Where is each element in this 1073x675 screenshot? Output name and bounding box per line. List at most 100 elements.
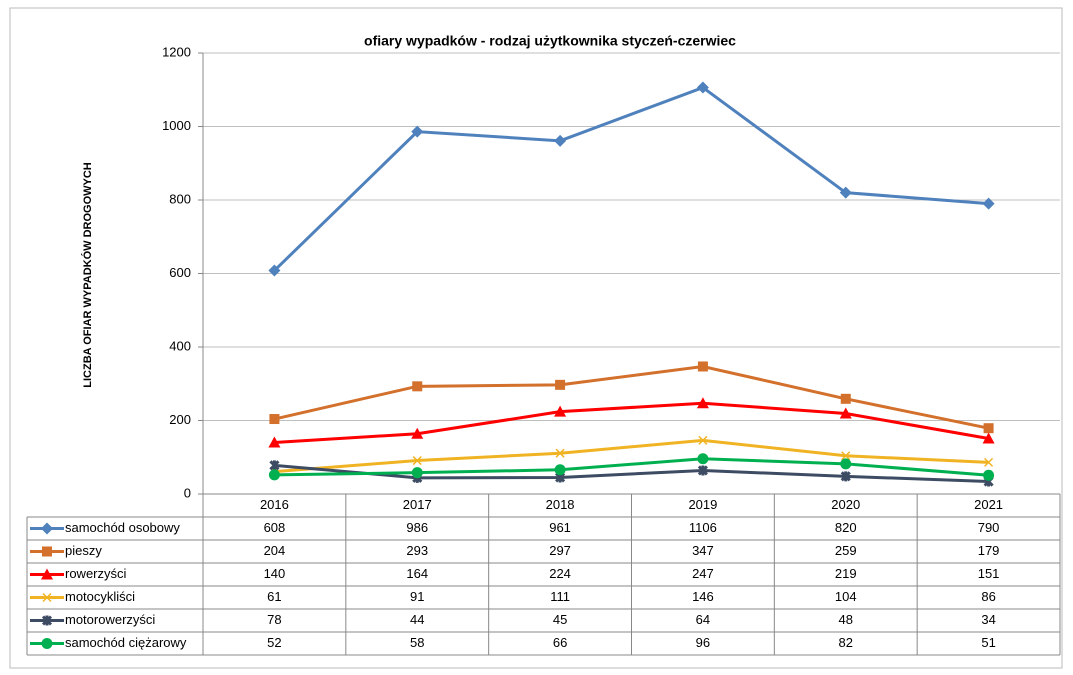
table-value: 986 bbox=[406, 520, 428, 535]
line bbox=[274, 364, 989, 430]
table-value: 297 bbox=[549, 543, 571, 558]
table-value: 96 bbox=[696, 635, 710, 650]
table-value: 82 bbox=[839, 635, 853, 650]
marker bbox=[697, 361, 708, 372]
legend-label: motorowerzyści bbox=[65, 612, 155, 627]
marker bbox=[839, 407, 852, 419]
marker bbox=[983, 469, 995, 481]
x-tick-label: 2017 bbox=[403, 497, 432, 512]
marker bbox=[840, 458, 852, 470]
marker bbox=[268, 436, 281, 448]
y-tick-label: 200 bbox=[169, 412, 191, 427]
marker bbox=[411, 427, 424, 439]
table-value: 44 bbox=[410, 612, 424, 627]
x-tick-label: 2018 bbox=[546, 497, 575, 512]
table-value: 104 bbox=[835, 589, 857, 604]
marker bbox=[982, 432, 995, 444]
marker bbox=[42, 546, 52, 557]
chart-title: ofiary wypadków - rodzaj użytkownika sty… bbox=[364, 33, 736, 49]
table-value: 293 bbox=[406, 543, 428, 558]
marker bbox=[696, 81, 709, 94]
table-value: 608 bbox=[264, 520, 286, 535]
table-value: 48 bbox=[839, 612, 853, 627]
marker bbox=[840, 393, 851, 404]
table-value: 179 bbox=[978, 543, 1000, 558]
table-value: 204 bbox=[264, 543, 286, 558]
table-value: 58 bbox=[410, 635, 424, 650]
table-value: 219 bbox=[835, 566, 857, 581]
line bbox=[274, 463, 989, 484]
marker bbox=[41, 522, 53, 535]
marker bbox=[555, 379, 566, 390]
table-value: 247 bbox=[692, 566, 714, 581]
marker bbox=[839, 186, 852, 199]
legend-label: samochód ciężarowy bbox=[65, 635, 187, 650]
y-tick-label: 600 bbox=[169, 265, 191, 280]
table-value: 78 bbox=[267, 612, 281, 627]
marker bbox=[269, 460, 280, 471]
chart-border bbox=[9, 7, 1063, 669]
line bbox=[274, 457, 989, 477]
table-value: 140 bbox=[264, 566, 286, 581]
marker bbox=[411, 467, 423, 479]
line bbox=[274, 401, 989, 445]
y-axis-title: LICZBA OFIAR WYPADKÓW DROGOWYCH bbox=[81, 162, 94, 388]
marker bbox=[41, 638, 53, 649]
table-value: 61 bbox=[267, 589, 281, 604]
marker bbox=[41, 615, 53, 626]
x-tick-label: 2019 bbox=[688, 497, 717, 512]
marker bbox=[412, 381, 423, 392]
marker bbox=[841, 451, 851, 461]
y-tick-label: 1000 bbox=[162, 118, 191, 133]
marker bbox=[696, 397, 709, 409]
series bbox=[268, 453, 995, 481]
table-value: 91 bbox=[410, 589, 424, 604]
x-tick-label: 2016 bbox=[260, 497, 289, 512]
marker bbox=[268, 264, 281, 277]
table-value: 34 bbox=[981, 612, 995, 627]
legend-label: pieszy bbox=[65, 543, 102, 558]
legend-label: rowerzyści bbox=[65, 566, 127, 581]
y-tick-label: 400 bbox=[169, 338, 191, 353]
table-value: 86 bbox=[981, 589, 995, 604]
table-value: 347 bbox=[692, 543, 714, 558]
y-tick-label: 0 bbox=[184, 485, 191, 500]
table-value: 151 bbox=[978, 566, 1000, 581]
marker bbox=[983, 423, 994, 434]
series bbox=[268, 397, 995, 448]
marker bbox=[268, 469, 280, 481]
series bbox=[268, 81, 995, 277]
table-value: 224 bbox=[549, 566, 571, 581]
marker bbox=[697, 453, 709, 465]
table-value: 790 bbox=[978, 520, 1000, 535]
x-tick-label: 2020 bbox=[831, 497, 860, 512]
marker bbox=[554, 134, 567, 147]
table-value: 820 bbox=[835, 520, 857, 535]
table-value: 1106 bbox=[689, 520, 717, 535]
marker bbox=[555, 448, 565, 458]
marker bbox=[698, 435, 708, 445]
marker bbox=[554, 464, 566, 476]
legend-label: samochód osobowy bbox=[65, 520, 180, 535]
marker bbox=[840, 471, 851, 482]
x-tick-label: 2021 bbox=[974, 497, 1003, 512]
table-value: 111 bbox=[550, 589, 570, 604]
table-value: 52 bbox=[267, 635, 281, 650]
table-value: 64 bbox=[696, 612, 710, 627]
line bbox=[273, 85, 989, 272]
table-value: 164 bbox=[406, 566, 428, 581]
table-value: 66 bbox=[553, 635, 567, 650]
marker bbox=[697, 465, 708, 476]
marker bbox=[982, 197, 995, 210]
marker bbox=[42, 592, 52, 603]
marker bbox=[412, 456, 422, 466]
table-value: 259 bbox=[835, 543, 857, 558]
legend-label: motocykliści bbox=[65, 589, 135, 604]
series bbox=[269, 361, 994, 434]
y-tick-label: 800 bbox=[169, 191, 191, 206]
marker bbox=[269, 414, 280, 425]
line bbox=[274, 438, 989, 474]
y-tick-label: 1200 bbox=[162, 44, 191, 59]
table-value: 146 bbox=[692, 589, 714, 604]
